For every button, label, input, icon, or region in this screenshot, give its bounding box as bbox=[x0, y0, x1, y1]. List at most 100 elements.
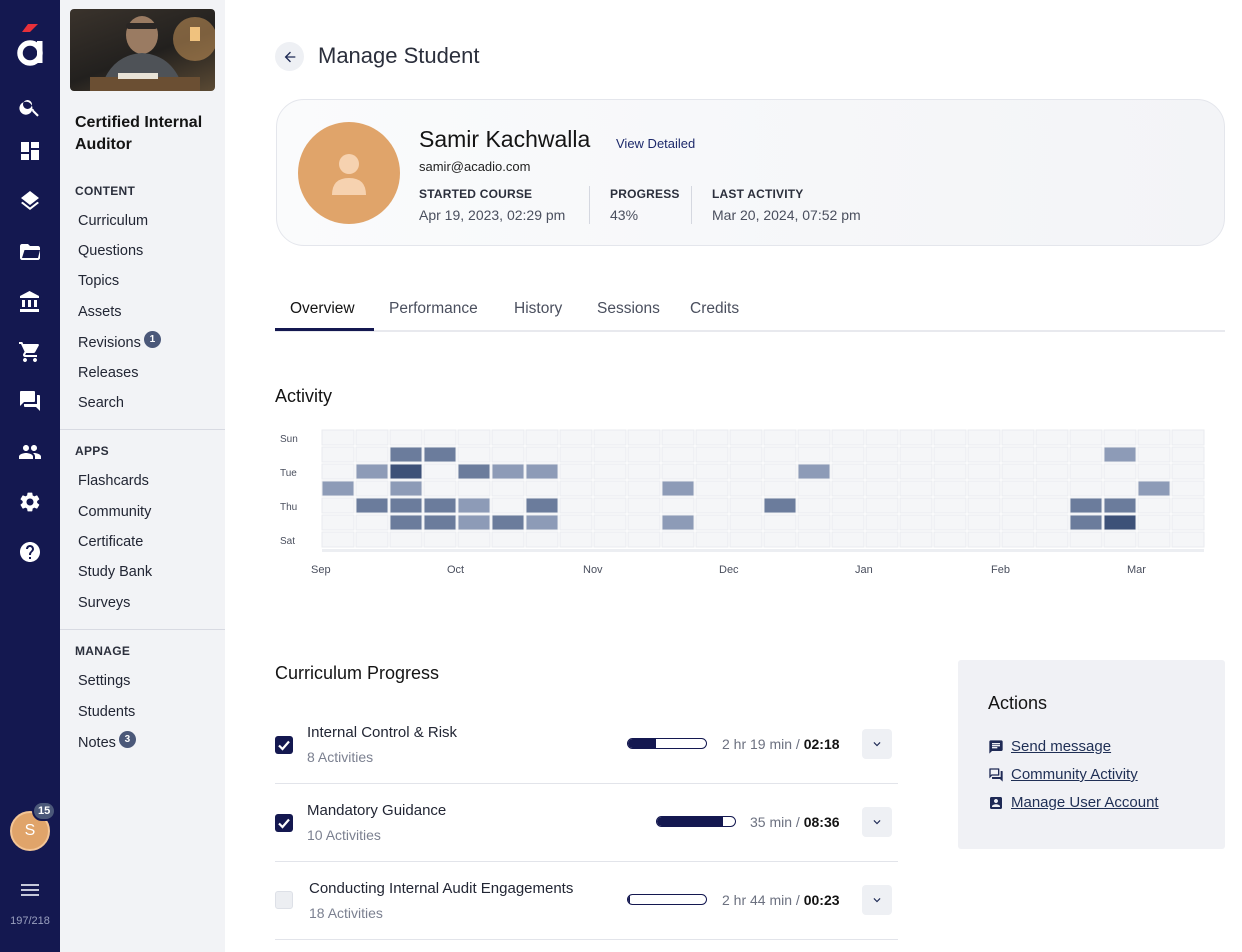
people-icon[interactable] bbox=[18, 440, 42, 464]
activity-cell bbox=[1137, 446, 1171, 463]
activity-cell bbox=[967, 480, 1001, 497]
activity-cell bbox=[797, 429, 831, 446]
nav-community[interactable]: Community bbox=[78, 504, 152, 520]
activity-cell bbox=[355, 514, 389, 531]
activity-cell bbox=[1137, 514, 1171, 531]
activity-cell bbox=[865, 514, 899, 531]
version-label: 197/218 bbox=[10, 915, 50, 927]
help-icon[interactable] bbox=[18, 540, 42, 564]
activity-cell-active bbox=[1103, 497, 1137, 514]
activity-cell-active bbox=[423, 446, 457, 463]
hamburger-menu-icon[interactable] bbox=[18, 878, 42, 902]
nav-certificate[interactable]: Certificate bbox=[78, 534, 144, 550]
activity-title: Activity bbox=[275, 386, 333, 406]
activity-cell-active bbox=[763, 497, 797, 514]
back-button[interactable] bbox=[275, 42, 304, 71]
activity-cell bbox=[967, 514, 1001, 531]
progress-fill bbox=[628, 895, 630, 904]
activity-cell bbox=[933, 446, 967, 463]
activity-cell bbox=[559, 429, 593, 446]
cart-icon[interactable] bbox=[18, 340, 42, 364]
activity-cell bbox=[627, 531, 661, 548]
activity-cell bbox=[321, 531, 355, 548]
activity-cell bbox=[933, 514, 967, 531]
account-box-icon bbox=[990, 796, 1002, 809]
activity-cell bbox=[763, 514, 797, 531]
nav-revisions[interactable]: Revisions 1 bbox=[78, 331, 161, 351]
page-title: Manage Student bbox=[318, 43, 480, 68]
activity-cell bbox=[695, 446, 729, 463]
nav-notes[interactable]: Notes 3 bbox=[78, 731, 136, 751]
completed-checkbox[interactable] bbox=[275, 736, 293, 754]
activity-cell-active bbox=[1103, 446, 1137, 463]
nav-topics[interactable]: Topics bbox=[78, 273, 120, 289]
nav-flashcards[interactable]: Flashcards bbox=[78, 473, 149, 489]
tab-history[interactable]: History bbox=[514, 300, 563, 317]
activity-cell bbox=[491, 446, 525, 463]
bank-icon[interactable] bbox=[18, 290, 42, 314]
acadio-logo[interactable] bbox=[14, 22, 46, 70]
course-image bbox=[70, 9, 215, 91]
activity-cell-active bbox=[389, 497, 423, 514]
activity-cell bbox=[695, 514, 729, 531]
expand-row-button[interactable] bbox=[862, 885, 892, 915]
manage-user-account-link[interactable]: Manage User Account bbox=[988, 794, 1159, 811]
activity-cell-active bbox=[797, 463, 831, 480]
activity-cell-active bbox=[355, 497, 389, 514]
activity-cell-active bbox=[423, 497, 457, 514]
chat-icon[interactable] bbox=[18, 389, 42, 413]
tab-overview[interactable]: Overview bbox=[290, 300, 355, 317]
nav-search[interactable]: Search bbox=[78, 395, 124, 411]
completed-checkbox[interactable] bbox=[275, 814, 293, 832]
nav-assets[interactable]: Assets bbox=[78, 304, 122, 320]
activity-cell bbox=[797, 531, 831, 548]
nav-releases[interactable]: Releases bbox=[78, 365, 139, 381]
activity-cell bbox=[661, 497, 695, 514]
activity-cell bbox=[457, 429, 491, 446]
nav-students[interactable]: Students bbox=[78, 704, 136, 720]
expand-row-button[interactable] bbox=[862, 807, 892, 837]
user-avatar[interactable]: S bbox=[10, 811, 50, 851]
tab-performance[interactable]: Performance bbox=[389, 300, 478, 317]
curriculum-time: 2 hr 44 min / 00:23 bbox=[722, 892, 840, 908]
layers-icon[interactable] bbox=[18, 189, 42, 213]
month-label: Jan bbox=[855, 564, 873, 576]
activity-cell bbox=[695, 463, 729, 480]
dashboard-icon[interactable] bbox=[18, 139, 42, 163]
activity-cell bbox=[831, 497, 865, 514]
send-message-link[interactable]: Send message bbox=[988, 738, 1111, 755]
activity-cell bbox=[423, 429, 457, 446]
activity-cell-active bbox=[355, 463, 389, 480]
expand-row-button[interactable] bbox=[862, 729, 892, 759]
activity-cell bbox=[593, 531, 627, 548]
gear-icon[interactable] bbox=[18, 490, 42, 514]
activity-cell bbox=[899, 463, 933, 480]
incomplete-checkbox[interactable] bbox=[275, 891, 293, 909]
nav-settings[interactable]: Settings bbox=[78, 673, 131, 689]
progress-label: PROGRESS bbox=[610, 187, 680, 201]
activity-cell bbox=[1171, 463, 1205, 480]
folder-icon[interactable] bbox=[18, 240, 42, 264]
activity-cell bbox=[627, 514, 661, 531]
day-label: Thu bbox=[280, 502, 297, 513]
activity-cell bbox=[1035, 531, 1069, 548]
nav-curriculum[interactable]: Curriculum bbox=[78, 213, 149, 229]
activity-cell bbox=[593, 446, 627, 463]
curriculum-row-activities: 10 Activities bbox=[307, 827, 381, 843]
nav-study-bank[interactable]: Study Bank bbox=[78, 564, 153, 580]
student-name: Samir Kachwalla bbox=[419, 126, 591, 152]
activity-cell bbox=[559, 480, 593, 497]
curriculum-time: 2 hr 19 min / 02:18 bbox=[722, 736, 840, 752]
view-detailed-link[interactable]: View Detailed bbox=[616, 136, 696, 151]
activity-cell bbox=[831, 531, 865, 548]
activity-cell bbox=[899, 429, 933, 446]
nav-surveys[interactable]: Surveys bbox=[78, 595, 131, 611]
nav-questions[interactable]: Questions bbox=[78, 243, 144, 259]
community-activity-link[interactable]: Community Activity bbox=[988, 766, 1138, 783]
tab-sessions[interactable]: Sessions bbox=[597, 300, 660, 317]
activity-cell bbox=[457, 480, 491, 497]
tab-credits[interactable]: Credits bbox=[690, 300, 740, 317]
activity-cell bbox=[967, 497, 1001, 514]
search-icon[interactable] bbox=[18, 95, 42, 119]
activity-cell bbox=[933, 429, 967, 446]
